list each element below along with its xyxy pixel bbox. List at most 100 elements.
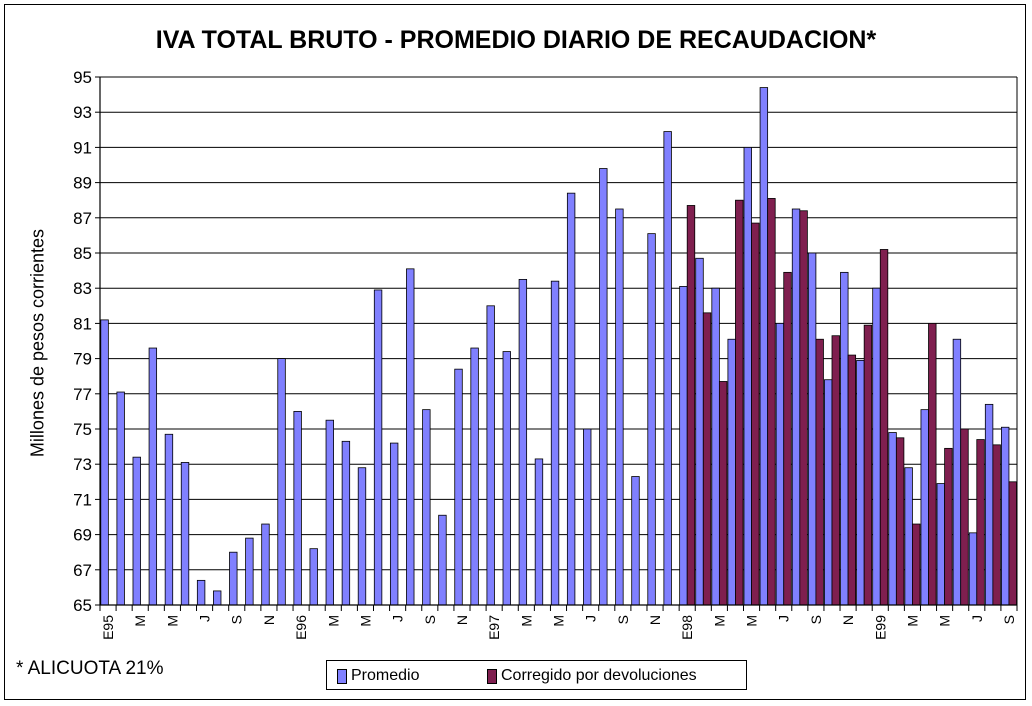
bar-promedio xyxy=(357,467,367,606)
bar-promedio xyxy=(148,347,158,606)
x-tick-label: J xyxy=(197,615,213,622)
bar-corregido xyxy=(686,205,696,606)
y-tick-label: 87 xyxy=(73,209,92,228)
bar-promedio xyxy=(438,514,447,606)
y-tick-label: 71 xyxy=(73,490,92,509)
y-tick-label: 93 xyxy=(73,103,92,122)
x-tick-label: N xyxy=(261,615,277,625)
x-tick-label: J xyxy=(583,615,599,622)
x-tick-label: E96 xyxy=(293,615,309,640)
y-tick-label: 85 xyxy=(73,244,92,263)
bar-promedio xyxy=(422,409,431,606)
bar-corregido xyxy=(1008,481,1017,606)
bar-corregido xyxy=(912,523,921,606)
bar-promedio xyxy=(213,590,222,606)
bar-promedio xyxy=(164,433,174,606)
y-tick-label: 83 xyxy=(73,279,92,298)
bar-corregido xyxy=(831,335,840,606)
bar-promedio xyxy=(389,442,399,606)
x-tick-label: E98 xyxy=(679,615,695,640)
x-tick-label: M xyxy=(937,615,953,627)
bar-promedio xyxy=(807,252,817,606)
y-tick-label: 75 xyxy=(73,420,92,439)
bar-promedio xyxy=(791,208,801,606)
bar-corregido xyxy=(992,444,1001,606)
bar-promedio xyxy=(984,403,994,606)
bar-promedio xyxy=(599,168,608,606)
bar-promedio xyxy=(486,305,495,606)
legend-swatch-corregido xyxy=(487,668,497,684)
x-tick-label: S xyxy=(229,615,245,624)
bar-promedio xyxy=(470,347,479,606)
legend-item-corregido: Corregido por devoluciones xyxy=(487,667,697,685)
y-tick-label: 77 xyxy=(73,385,92,404)
x-tick-label: M xyxy=(711,615,727,627)
x-tick-label: M xyxy=(357,615,373,627)
bar-corregido xyxy=(799,210,808,606)
bar-promedio xyxy=(277,358,286,606)
bar-promedio xyxy=(116,391,125,606)
x-tick-label: M xyxy=(325,615,341,627)
bar-promedio xyxy=(341,440,351,606)
bar-promedio xyxy=(968,532,978,606)
bar-promedio xyxy=(647,233,656,606)
bar-promedio xyxy=(711,287,720,606)
legend-label-promedio: Promedio xyxy=(351,667,420,684)
legend-label-corregido: Corregido por devoluciones xyxy=(501,667,697,684)
bar-promedio xyxy=(904,467,913,606)
bar-promedio xyxy=(888,432,897,606)
bar-corregido xyxy=(702,312,712,606)
y-tick-label: 65 xyxy=(73,596,92,615)
bar-promedio xyxy=(261,523,270,606)
x-tick-label: E97 xyxy=(486,615,502,640)
x-tick-label: N xyxy=(454,615,470,625)
x-tick-label: S xyxy=(422,615,438,624)
bar-promedio xyxy=(534,458,544,606)
y-tick-label: 69 xyxy=(73,526,92,545)
x-tick-label: S xyxy=(1001,615,1017,624)
bar-corregido xyxy=(815,338,824,606)
bar-promedio xyxy=(920,409,929,606)
bar-promedio xyxy=(631,476,640,606)
bar-corregido xyxy=(976,439,985,606)
bar-promedio xyxy=(1000,426,1010,606)
bar-promedio xyxy=(840,271,849,606)
bar-promedio xyxy=(229,551,238,606)
x-tick-label: N xyxy=(647,615,663,625)
bars-layer xyxy=(100,87,1017,606)
x-tick-label: E99 xyxy=(872,615,888,640)
footnote: * ALICUOTA 21% xyxy=(16,658,164,679)
bar-promedio xyxy=(615,208,624,606)
bar-promedio xyxy=(695,257,704,606)
y-tick-label: 91 xyxy=(73,138,92,157)
legend-swatch-promedio xyxy=(337,668,347,684)
y-tick-label: 79 xyxy=(73,350,92,369)
bar-promedio xyxy=(583,428,592,606)
bar-promedio xyxy=(872,287,881,606)
bar-corregido xyxy=(879,249,889,606)
x-tick-label: J xyxy=(390,615,406,622)
legend: Promedio Corregido por devoluciones xyxy=(326,660,747,690)
x-tick-label: M xyxy=(551,615,567,627)
bar-promedio xyxy=(293,410,302,606)
bar-promedio xyxy=(936,483,946,606)
legend-item-promedio: Promedio xyxy=(337,667,419,685)
bar-promedio xyxy=(454,368,463,606)
bar-corregido xyxy=(895,437,905,606)
bar-corregido xyxy=(718,381,728,606)
bar-promedio xyxy=(132,456,141,606)
bar-promedio xyxy=(100,319,109,606)
bar-promedio xyxy=(566,192,576,606)
bar-corregido xyxy=(847,354,857,606)
bar-corregido xyxy=(751,222,760,606)
bar-corregido xyxy=(783,271,792,606)
x-tick-label: M xyxy=(164,615,180,627)
y-tick-label: 89 xyxy=(73,174,92,193)
y-tick-labels: 65 67 69 71 73 75 77 79 81 83 85 87 89 91 93 95 xyxy=(73,68,92,615)
x-tick-label: M xyxy=(518,615,534,627)
bar-promedio xyxy=(550,280,560,606)
x-tick-label: M xyxy=(744,615,760,627)
x-tick-label: J xyxy=(969,615,985,622)
y-tick-label: 81 xyxy=(73,314,92,333)
